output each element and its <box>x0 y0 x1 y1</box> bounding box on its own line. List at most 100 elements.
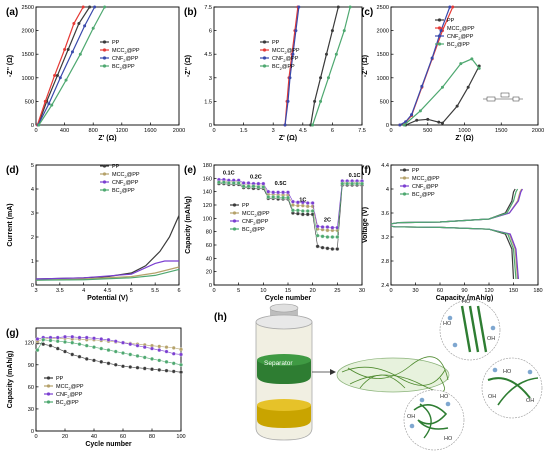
legend-label: PP <box>112 164 120 170</box>
data-point <box>179 362 183 367</box>
x-tick-label: 100 <box>176 434 185 440</box>
data-point <box>226 181 231 185</box>
y-axis-label: Current (mA) <box>7 203 14 246</box>
circuit-resistor <box>486 96 496 102</box>
legend-marker <box>402 168 407 172</box>
data-point <box>415 118 419 122</box>
y-tick-label: 1000 <box>377 76 389 82</box>
data-point <box>48 343 53 348</box>
legend-marker <box>102 64 107 68</box>
series-line <box>37 6 91 126</box>
series-line <box>35 215 180 280</box>
data-point <box>150 346 154 351</box>
x-tick-label: 5.5 <box>151 288 159 294</box>
data-point <box>286 99 290 103</box>
legend-marker <box>102 40 107 44</box>
data-point <box>135 365 140 370</box>
data-point <box>47 102 51 106</box>
y-tick-label: 2.4 <box>381 283 389 289</box>
data-point <box>55 339 60 344</box>
x-tick-label: 4.5 <box>104 288 112 294</box>
y-tick-label: 4.5 <box>204 52 212 58</box>
data-point <box>150 367 154 372</box>
data-point <box>290 208 295 213</box>
series-line <box>35 268 180 281</box>
data-point <box>53 73 57 77</box>
data-point <box>179 370 183 375</box>
data-point <box>251 184 256 189</box>
legend-marker <box>102 56 107 60</box>
separator-label: Separator <box>264 360 293 367</box>
rate-label: 0.1C <box>349 173 361 179</box>
data-point <box>179 352 183 357</box>
data-point <box>451 5 455 9</box>
data-point <box>142 345 147 350</box>
x-tick-label: 0 <box>34 434 37 440</box>
legend-label: CNF2@PP <box>242 219 269 226</box>
legend-marker <box>262 64 267 68</box>
data-point <box>402 123 406 127</box>
series-line <box>390 188 523 225</box>
x-axis-label: Cycle number <box>265 295 312 302</box>
x-tick-label: 15 <box>285 288 291 294</box>
data-point <box>37 123 41 127</box>
chart-panel: 0 5 10 15 20 25 30 0 20 40 60 80 100 120 140 160 180 Cycl… <box>184 163 365 302</box>
data-point <box>179 347 183 352</box>
y-tick-label: 0 <box>386 123 389 129</box>
y-tick-label: 180 <box>203 163 212 169</box>
x-tick-label: 3.5 <box>56 288 64 294</box>
x-axis-label: Potential (V) <box>87 295 128 302</box>
y-axis-label: Capacity (mAh/g) <box>7 351 14 409</box>
data-point <box>345 181 350 186</box>
series-line <box>403 58 480 126</box>
legend-marker <box>46 376 51 380</box>
data-point <box>43 99 47 103</box>
data-point <box>72 22 76 26</box>
legend-label: CNF2@PP <box>412 184 439 191</box>
data-point <box>320 234 325 239</box>
y-tick-label: 1000 <box>22 76 34 82</box>
y-tick-label: 2000 <box>22 29 34 35</box>
y-tick-label: 2000 <box>377 29 389 35</box>
data-point <box>157 367 162 372</box>
legend-label: CNF2@PP <box>112 56 139 63</box>
data-point <box>99 359 104 364</box>
y-tick-label: 0 <box>209 283 212 289</box>
data-point <box>459 62 463 66</box>
data-point <box>271 195 276 199</box>
data-point <box>466 85 470 89</box>
legend-label: MCC2@PP <box>112 48 140 55</box>
data-point <box>305 209 310 213</box>
oh-label: HO <box>440 394 449 400</box>
x-tick-label: 4 <box>82 288 85 294</box>
data-point <box>398 123 402 127</box>
oh-label: HO <box>462 299 471 305</box>
legend-label: BC2@PP <box>272 64 295 71</box>
x-axis-label: Z' (Ω) <box>455 135 473 142</box>
data-point <box>286 190 290 195</box>
data-point <box>41 337 46 342</box>
data-point <box>420 84 424 88</box>
y-tick-label: 30 <box>28 407 34 413</box>
data-point <box>426 117 430 121</box>
panel-label: (f) <box>361 165 371 176</box>
data-point <box>128 365 133 369</box>
x-tick-label: 60 <box>120 434 126 440</box>
data-point <box>216 180 221 185</box>
data-point <box>92 358 96 363</box>
x-tick-label: 150 <box>509 288 518 294</box>
data-point <box>340 181 345 186</box>
data-point <box>300 203 305 208</box>
data-point <box>281 195 286 200</box>
legend-marker <box>102 48 107 52</box>
legend-marker <box>232 219 237 223</box>
data-point <box>325 235 330 239</box>
data-point <box>35 348 40 353</box>
y-tick-label: 1500 <box>22 52 34 58</box>
legend-label: CNF2@PP <box>56 392 83 399</box>
data-point <box>319 99 323 103</box>
x-tick-label: 90 <box>461 288 467 294</box>
legend-label: MCC2@PP <box>272 48 300 55</box>
battery-cell: Separator <box>255 303 336 441</box>
